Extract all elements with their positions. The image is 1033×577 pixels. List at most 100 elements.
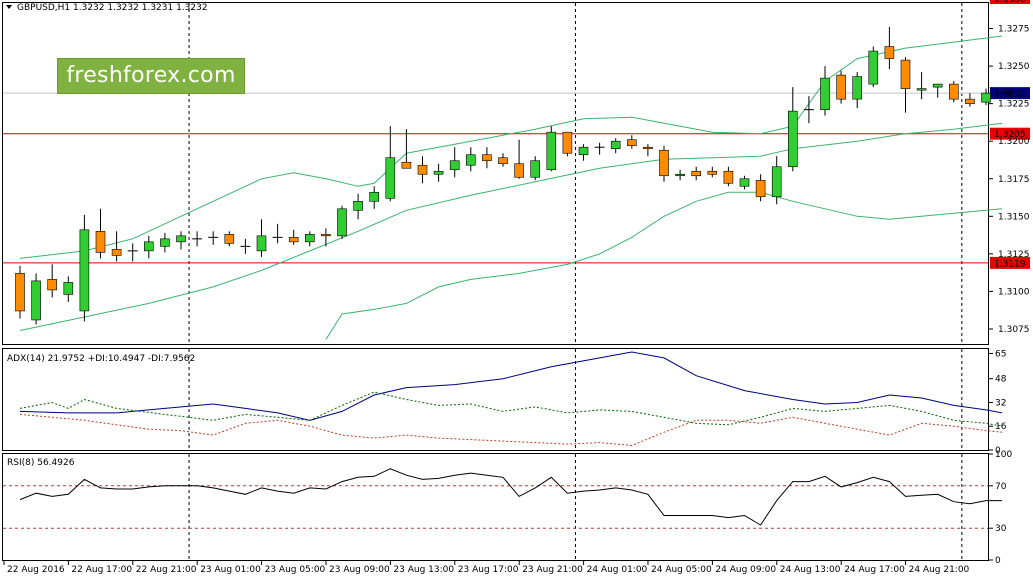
candle-body-bear [417,164,428,175]
candle [675,169,685,181]
adx-panel-frame [2,348,989,451]
time-tick-label: 22 Aug 17:00 [71,565,132,575]
rsi-tick-label: 100 [995,450,1012,460]
candle-body-bull [530,160,541,178]
rsi-indicator: 0 30 70 100 [3,450,1012,566]
rsi-panel-frame [2,453,989,561]
candle [594,142,605,155]
candle [739,175,750,190]
candle [916,72,927,100]
candle-body-bull [176,235,186,243]
top-price-tag-label: 1.3300 [994,0,1026,5]
candles [15,27,1015,325]
candle [63,276,74,302]
adx-header-text: ADX(14) 21.9752 +DI:10.4947 -DI:7.9562 [7,354,195,364]
candle-body-bull [79,229,90,312]
candle [31,273,41,325]
candle [771,156,782,205]
candle-body-bull [981,92,991,103]
candle-body-bear [965,98,975,104]
candle [836,70,846,104]
candle [176,231,186,250]
candle [401,129,412,169]
rsi-line [19,468,1003,526]
symbol-header-text: GBPUSD,H1 1.3232 1.3232 1.3231 1.3232 [17,3,208,13]
candle-body-bull [465,154,476,166]
time-tick-label: 22 Aug 2016 [7,565,65,575]
candle-body-bull [385,157,396,199]
candle-body-bull [63,282,74,295]
candle-body-bear [514,163,524,178]
candle-body-bear [755,179,766,198]
adx-tick-label: 32 [995,398,1006,408]
candle [111,231,122,262]
adx-tick-label: 65 [995,349,1006,359]
candle [15,265,25,319]
candle [224,231,235,247]
candle-body-bear [691,170,702,177]
candle-body-bear [643,146,653,150]
candle-body-bear [498,157,508,165]
time-tick-label: 23 Aug 05:00 [265,565,326,575]
candle-body-bull [787,110,798,168]
time-tick-label: 23 Aug 09:00 [329,565,390,575]
candle [417,156,428,184]
candle-body-bear [707,170,718,175]
candle [514,139,524,179]
candle-body-bull [369,191,380,202]
candle [900,57,911,113]
candle [562,131,573,157]
candle-body-bull [31,280,41,321]
candle-body-bull [337,208,347,237]
rsi-tick-label: 30 [995,524,1007,534]
candle [659,145,669,182]
candle [240,238,251,254]
candle [626,135,637,149]
candle [723,166,734,187]
price-axis: 1.3075 1.3100 1.3125 1.3150 1.3175 1.32001.32… [989,0,1030,335]
candle-body-bull [916,88,927,91]
price-tick-label: 1.3150 [998,212,1030,222]
price-tick-label: 1.3175 [998,175,1030,185]
candle [369,186,380,209]
level-price-tag-label: 1.3205 [994,130,1026,140]
dropdown-triangle-icon [6,5,12,9]
candle [95,208,106,259]
candle [288,229,299,245]
adx-indicator: 0 16 32 48 65 [19,349,1007,456]
price-tick-label: 1.3125 [998,250,1030,260]
candle-body-bear [659,149,669,177]
bollinger-middle-line [19,122,1003,331]
time-axis: 22 Aug 2016 22 Aug 17:00 22 Aug 21:00 23 Au… [3,561,970,575]
candle [127,243,138,262]
candle-body-bear [836,74,846,100]
level-price-tag-label: 1.3119 [994,259,1026,269]
time-tick-label: 22 Aug 21:00 [136,565,197,575]
brand-logo: freshforex.com [57,58,245,94]
rsi-header-text: RSI(8) 56.4926 [7,458,75,468]
time-tick-label: 23 Aug 17:00 [458,565,519,575]
candle [208,231,219,245]
candle-body-bear [95,231,106,253]
bollinger-upper-line [19,35,1003,259]
candle-body-bear [401,161,412,169]
candle-body-bull [771,166,782,198]
candle-body-bull [304,234,315,243]
time-tick-label: 24 Aug 21:00 [909,565,970,575]
candle-body-bull [932,83,943,88]
candle [981,88,991,106]
candle-body-bull [160,238,170,247]
candle-body-bear [948,83,959,100]
candle-body-bull [433,170,444,175]
price-tick-label: 1.3100 [998,287,1030,297]
price-tick-label: 1.3200 [998,137,1030,147]
candle [47,264,58,298]
candle [192,231,203,247]
bollinger-bands [19,35,1003,340]
candle [932,83,943,98]
time-tick-label: 24 Aug 01:00 [587,565,648,575]
candle [321,228,331,247]
price-tick-label: 1.3075 [998,325,1030,335]
brand-logo-text: freshforex.com [66,63,236,88]
candle [465,147,476,172]
